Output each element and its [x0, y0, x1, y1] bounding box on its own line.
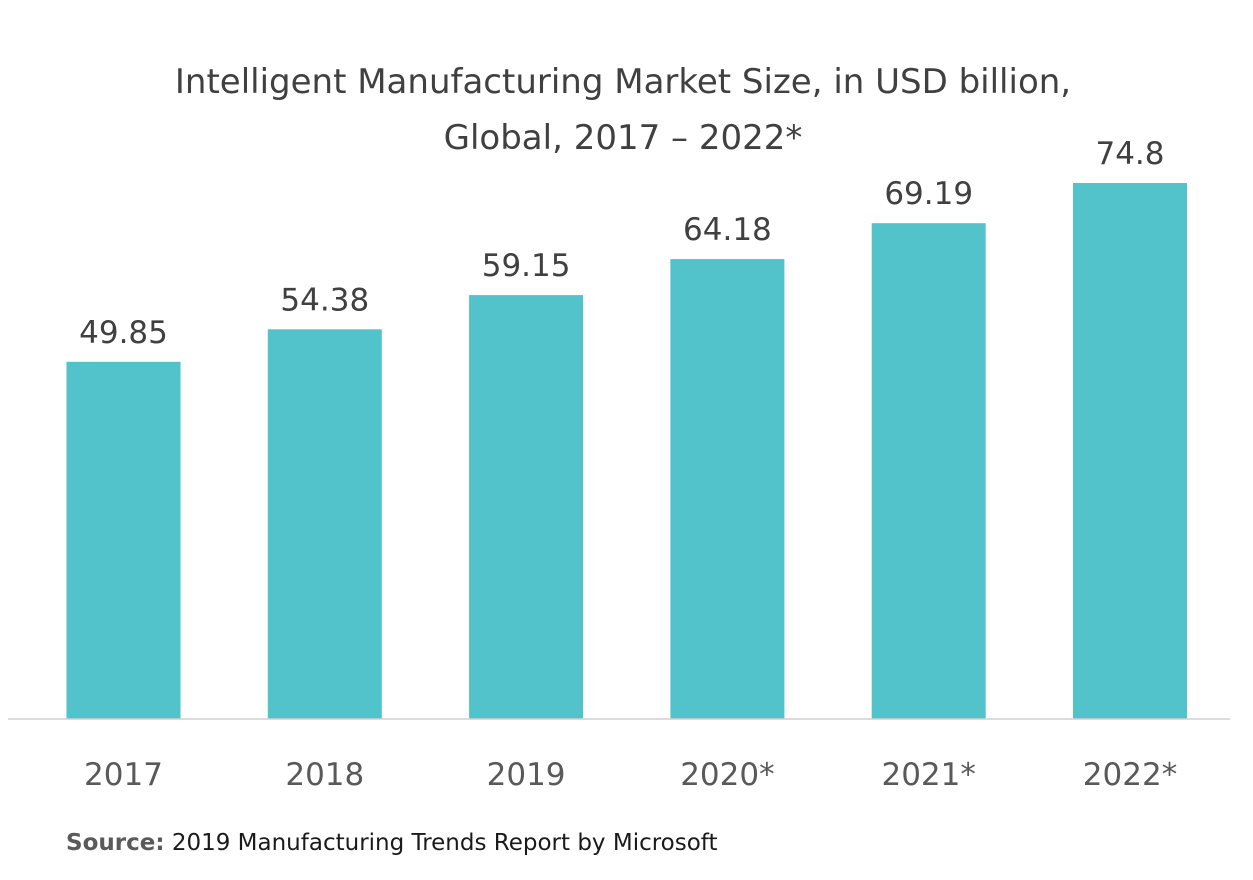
- x-tick-label-2021-projected: 2021*: [881, 757, 975, 793]
- data-labels: 49.85 54.38 59.15 64.18 69.19 74.8: [79, 136, 1164, 351]
- x-tick-label-2022-projected: 2022*: [1083, 757, 1177, 793]
- source-text: 2019 Manufacturing Trends Report by Micr…: [164, 830, 718, 856]
- x-axis-tick-labels: 2017 2018 2019 2020* 2021* 2022*: [84, 757, 1177, 793]
- x-tick-label-2017: 2017: [84, 757, 163, 793]
- bar-2020-projected: [670, 259, 785, 719]
- x-tick-label-2018: 2018: [285, 757, 364, 793]
- data-label-2019: 59.15: [482, 248, 571, 284]
- data-label-2021-projected: 69.19: [884, 176, 973, 212]
- source-prefix: Source:: [66, 830, 165, 856]
- bar-2021-projected: [871, 223, 986, 719]
- data-label-2017: 49.85: [79, 315, 168, 351]
- data-label-2022-projected: 74.8: [1095, 136, 1164, 172]
- data-label-2018: 54.38: [280, 282, 369, 318]
- bar-2019: [469, 295, 584, 719]
- bar-2017: [66, 361, 181, 719]
- bar-series: [66, 183, 1187, 719]
- source-note: Source: 2019 Manufacturing Trends Report…: [66, 830, 718, 856]
- bar-2018: [267, 329, 382, 719]
- chart-title-line-1: Intelligent Manufacturing Market Size, i…: [175, 62, 1071, 102]
- data-label-2020-projected: 64.18: [683, 212, 772, 248]
- chart-title: Intelligent Manufacturing Market Size, i…: [175, 62, 1071, 158]
- x-tick-label-2020-projected: 2020*: [680, 757, 774, 793]
- x-tick-label-2019: 2019: [487, 757, 566, 793]
- bar-2022-projected: [1073, 183, 1187, 719]
- chart-title-line-2: Global, 2017 – 2022*: [444, 118, 803, 158]
